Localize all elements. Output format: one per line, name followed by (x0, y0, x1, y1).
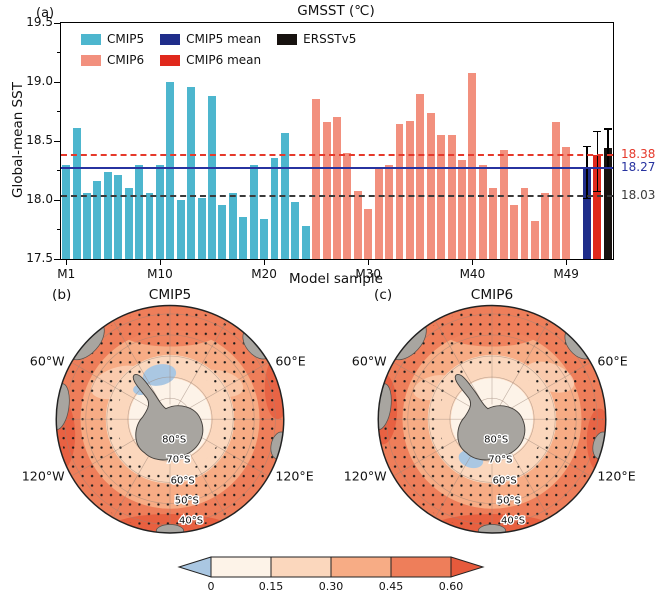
svg-text:60°W: 60°W (351, 353, 386, 368)
svg-text:70°S: 70°S (488, 454, 512, 465)
svg-text:120°E: 120°E (597, 468, 635, 483)
colorbar-tick-045: 0.45 (378, 580, 403, 593)
colorbar-tick-060: 0.60 (438, 580, 463, 593)
map-c-body (377, 305, 606, 533)
legend-col-means: CMIP5 mean CMIP6 mean (160, 32, 261, 67)
svg-text:40°S: 40°S (179, 515, 203, 526)
svg-text:70°S: 70°S (166, 454, 190, 465)
legend-label-ersstv5: ERSSTv5 (303, 32, 357, 46)
svg-text:120°W: 120°W (21, 468, 64, 483)
cmip6-mean-swatch (160, 54, 181, 66)
colorbar: 0 0.15 0.30 0.45 0.60 (176, 556, 485, 593)
legend-item-cmip5: CMIP5 (81, 32, 144, 46)
legend-item-cmip6-mean: CMIP6 mean (160, 53, 261, 67)
svg-text:60°E: 60°E (597, 353, 627, 368)
svg-text:50°S: 50°S (174, 495, 198, 506)
map-c-title: CMIP6 (470, 287, 512, 303)
svg-text:60°E: 60°E (275, 353, 305, 368)
map-boundary (377, 304, 606, 534)
map-boundary (55, 304, 284, 534)
colorbar-tick-030: 0.30 (318, 580, 343, 593)
cmip6-swatch (81, 54, 101, 66)
cold-bias-patch (142, 364, 176, 386)
svg-text:40°S: 40°S (501, 515, 525, 526)
panel-b-label: (b) (52, 287, 71, 303)
colorbar-below-arrow (176, 556, 211, 578)
colorbar-above-arrow (450, 556, 485, 578)
svg-text:120°E: 120°E (275, 468, 313, 483)
latitude-labels: 80°S 70°S 60°S 50°S 40°S (160, 433, 204, 528)
svg-text:80°S: 80°S (484, 434, 508, 445)
legend-label-cmip5: CMIP5 (107, 32, 145, 46)
longitude-labels: 60°W 60°E 120°W 120°E (343, 353, 635, 483)
svg-text:60°S: 60°S (170, 475, 194, 486)
x-axis-label: Model sample (289, 271, 383, 287)
cmip5-swatch (81, 33, 101, 45)
panel-a-label: (a) (36, 6, 55, 21)
colorbar-seg-2 (270, 556, 331, 578)
colorbar-seg-4 (390, 556, 451, 578)
chart-title: GMSST (℃) (297, 3, 375, 19)
map-b-body (55, 305, 284, 533)
cmip5-mean-swatch (160, 33, 181, 45)
antarctica (132, 373, 203, 461)
svg-text:60°S: 60°S (492, 475, 516, 486)
legend-item-ersstv5: ERSSTv5 (277, 32, 356, 46)
map-panel-b: (b) CMIP5 (12, 282, 328, 552)
legend-label-cmip5-mean: CMIP5 mean (186, 32, 262, 46)
legend-label-cmip6-mean: CMIP6 mean (186, 53, 262, 67)
chart-legend: CMIP5 CMIP6 CMIP5 mean CMIP6 mean (81, 32, 356, 67)
svg-text:80°S: 80°S (162, 434, 186, 445)
map-cmip5-svg: (b) CMIP5 (21, 287, 313, 534)
legend-item-cmip6: CMIP6 (81, 53, 144, 67)
map-b-title: CMIP5 (148, 287, 190, 303)
panel-c-label: (c) (374, 287, 392, 303)
colorbar-seg-3 (330, 556, 391, 578)
colorbar-tick-0: 0 (207, 580, 214, 593)
legend-col-models: CMIP5 CMIP6 (81, 32, 144, 67)
legend-item-cmip5-mean: CMIP5 mean (160, 32, 261, 46)
longitude-labels: 60°W 60°E 120°W 120°E (21, 353, 313, 483)
bar-plot-area: CMIP5 CMIP6 CMIP5 mean CMIP6 mean (26, 15, 656, 281)
legend-label-cmip6: CMIP6 (107, 53, 145, 67)
latitude-labels: 80°S 70°S 60°S 50°S 40°S (482, 433, 526, 528)
map-panels: (b) CMIP5 (0, 282, 661, 552)
ersstv5-swatch (277, 33, 298, 45)
svg-text:50°S: 50°S (496, 495, 520, 506)
map-cmip6-svg: (c) CMIP6 (343, 287, 635, 534)
panel-a: (a) GMSST (℃) Global-mean SST CMIP5 CMIP… (0, 0, 661, 290)
colorbar-tick-015: 0.15 (258, 580, 283, 593)
antarctica (454, 373, 525, 461)
map-panel-c: (c) CMIP6 (334, 282, 650, 552)
colorbar-seg-1 (210, 556, 271, 578)
legend-col-obs: ERSSTv5 (277, 32, 356, 67)
colorbar-row: 0 0.15 0.30 0.45 0.60 (0, 549, 661, 593)
svg-text:60°W: 60°W (29, 353, 64, 368)
svg-text:120°W: 120°W (343, 468, 386, 483)
